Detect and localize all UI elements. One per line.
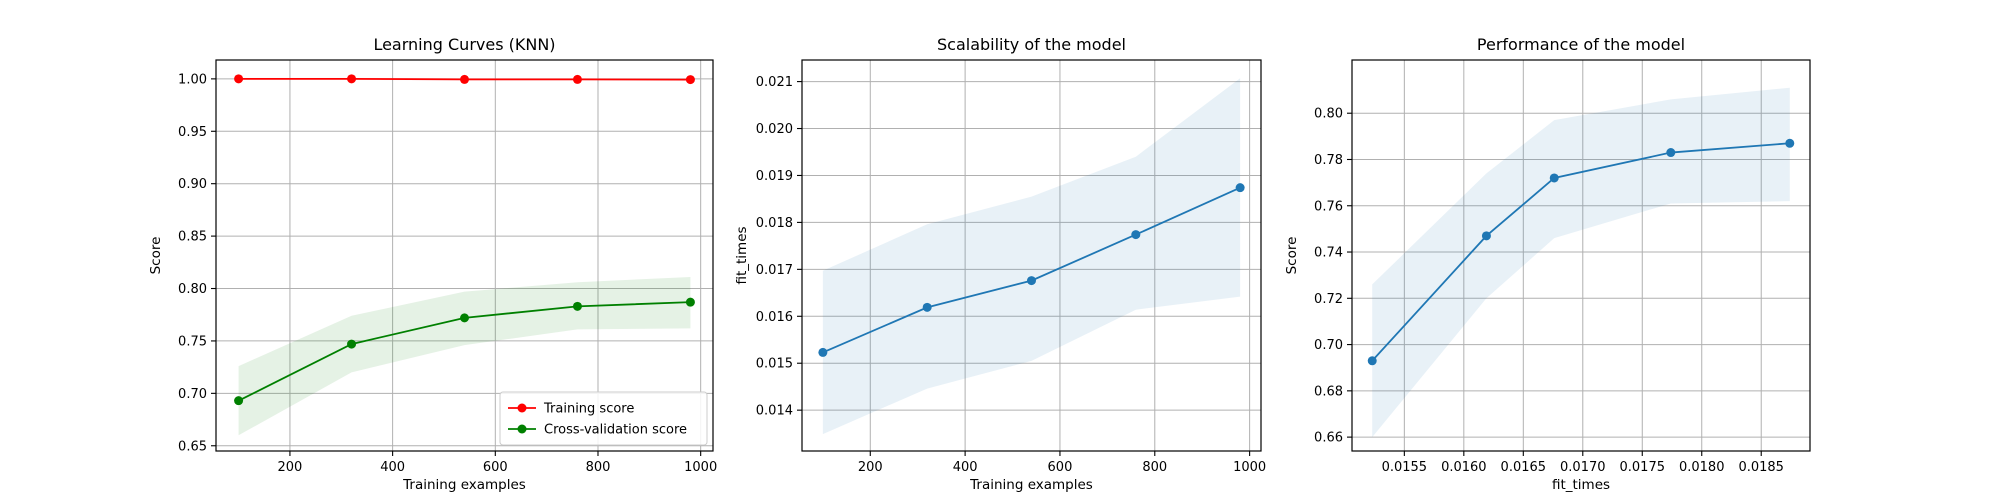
- data-point: [1785, 138, 1795, 148]
- x-tick-label: 600: [1048, 460, 1073, 475]
- data-point: [347, 74, 357, 84]
- y-tick-label: 0.018: [756, 216, 793, 231]
- data-point: [460, 74, 469, 84]
- y-tick-label: 0.68: [1314, 384, 1343, 399]
- data-point: [1027, 276, 1036, 286]
- x-tick-label: 0.0170: [1560, 460, 1606, 475]
- x-tick-label: 0.0165: [1501, 460, 1547, 475]
- chart-panel-3: 0.0155 0.0160 0.0165 0.0170 0.0175 0.0180 0.01…: [1284, 35, 1811, 493]
- x-tick-label: 0.0160: [1441, 460, 1487, 475]
- data-point: [1549, 173, 1559, 183]
- confidence-band: [238, 276, 691, 436]
- data-point: [1666, 148, 1676, 158]
- y-tick-label: 0.016: [756, 310, 793, 325]
- plot-frame: [801, 59, 1262, 452]
- y-tick-label: 0.70: [1314, 338, 1343, 353]
- x-tick-label: 0.0155: [1382, 460, 1428, 475]
- x-tick-label: 0.0180: [1679, 460, 1725, 475]
- legend-entry: Cross-validation score: [544, 423, 687, 438]
- y-tick-label: 0.74: [1314, 246, 1343, 261]
- x-tick-label: 200: [278, 460, 303, 475]
- confidence-band: [822, 78, 1241, 435]
- y-tick-label: 0.019: [756, 169, 793, 184]
- y-tick-label: 0.020: [756, 122, 793, 137]
- y-axis-label: Score: [1284, 237, 1300, 275]
- x-axis-label: fit_times: [1552, 477, 1610, 493]
- y-tick-label: 0.015: [756, 357, 793, 372]
- y-axis-label: fit_times: [734, 226, 750, 284]
- data-point: [572, 301, 582, 311]
- data-point: [685, 297, 695, 307]
- y-axis-label: Score: [148, 237, 164, 275]
- x-tick-label: 0.0185: [1738, 460, 1784, 475]
- chart-title: Scalability of the model: [937, 35, 1126, 54]
- legend-box: [499, 391, 708, 446]
- data-point: [460, 313, 469, 323]
- legend: Training score Cross-validation score: [499, 391, 708, 446]
- chart-title: Learning Curves (KNN): [373, 35, 555, 54]
- plot-frame: [215, 59, 714, 452]
- y-tick-label: 0.80: [1314, 107, 1343, 122]
- confidence-band: [1372, 87, 1790, 438]
- data-point: [347, 339, 357, 349]
- chart-panel-2: 200 400 600 800 1000 0.014 0.015 0.016 0.017 0.01…: [734, 35, 1266, 493]
- x-tick-label: 1000: [684, 460, 717, 475]
- y-tick-label: 0.70: [178, 387, 207, 402]
- y-tick-label: 0.78: [1314, 153, 1343, 168]
- x-tick-label: 1000: [1233, 460, 1266, 475]
- y-tick-label: 0.85: [178, 230, 207, 245]
- data-point: [1235, 183, 1245, 193]
- y-tick-label: 0.66: [1314, 431, 1343, 446]
- data-point: [1481, 231, 1491, 241]
- y-tick-label: 0.017: [756, 263, 793, 278]
- y-tick-label: 0.95: [178, 125, 207, 140]
- data-point: [685, 75, 695, 85]
- chart-title: Performance of the model: [1477, 35, 1685, 54]
- x-axis-label: Training examples: [402, 477, 526, 493]
- x-tick-label: 400: [953, 460, 978, 475]
- x-axis-label: Training examples: [969, 477, 1093, 493]
- data-point: [1367, 356, 1377, 366]
- y-tick-label: 0.014: [756, 404, 793, 419]
- y-tick-label: 0.80: [178, 282, 207, 297]
- plot-frame: [1351, 59, 1811, 452]
- chart-panel-1: 200 400 600 800 1000 0.65 0.70 0.75 0.80 0.85 0.90…: [148, 35, 717, 493]
- x-tick-label: 600: [483, 460, 508, 475]
- legend-swatch-marker: [517, 403, 527, 413]
- data-point: [234, 74, 244, 84]
- legend-entry: Training score: [543, 402, 634, 417]
- y-tick-label: 0.65: [178, 439, 207, 454]
- x-tick-label: 800: [586, 460, 611, 475]
- x-tick-label: 200: [858, 460, 883, 475]
- legend-swatch-marker: [517, 424, 527, 434]
- data-point: [234, 396, 244, 406]
- data-point: [1131, 230, 1141, 240]
- y-tick-label: 0.021: [756, 75, 793, 90]
- y-tick-label: 0.90: [178, 177, 207, 192]
- data-point: [922, 302, 932, 312]
- y-tick-label: 1.00: [178, 72, 207, 87]
- y-tick-label: 0.75: [178, 334, 207, 349]
- data-point: [818, 347, 828, 357]
- y-tick-label: 0.72: [1314, 292, 1343, 307]
- x-tick-label: 800: [1142, 460, 1167, 475]
- y-tick-label: 0.76: [1314, 199, 1343, 214]
- data-point: [572, 74, 582, 84]
- x-tick-label: 400: [380, 460, 405, 475]
- x-tick-label: 0.0175: [1620, 460, 1666, 475]
